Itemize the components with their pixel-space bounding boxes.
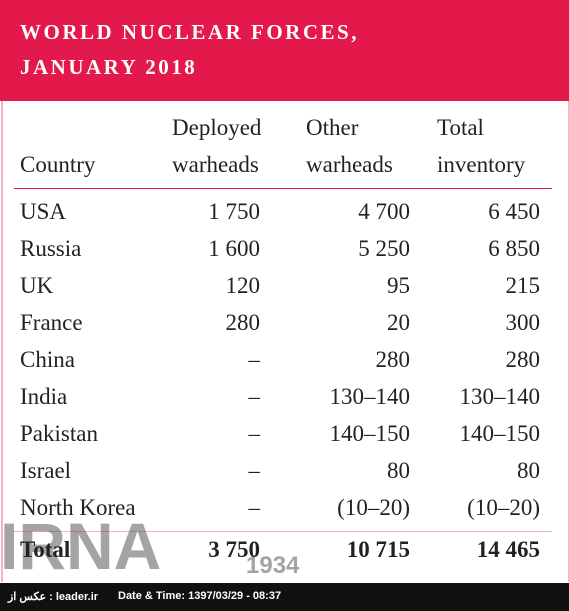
column-header: Total [437, 115, 484, 140]
cell: (10–20) [337, 495, 410, 520]
cell: 80 [387, 458, 410, 483]
cell: – [248, 347, 261, 372]
cell: – [248, 458, 261, 483]
cell: 95 [387, 273, 410, 298]
cell: 280 [505, 347, 541, 372]
cell: 80 [517, 458, 540, 483]
footer-datetime: Date & Time: 1397/03/29 - 08:37 [118, 590, 282, 602]
footer-source: عکس از : leader.ir [8, 591, 99, 603]
column-header: Other [306, 115, 359, 140]
cell: – [248, 384, 261, 409]
column-header: warheads [172, 152, 259, 177]
cell: 280 [375, 347, 411, 372]
watermark: IRNA [0, 509, 162, 583]
total-label: Total [20, 537, 71, 562]
cell: – [248, 495, 261, 520]
title: JANUARY 2018 [20, 55, 198, 79]
cell: 140–150 [459, 421, 541, 446]
cell: 120 [225, 273, 261, 298]
total-cell: 3 750 [208, 537, 260, 562]
row-label: Israel [20, 458, 72, 483]
cell: 280 [225, 310, 261, 335]
cell: 1 600 [208, 236, 260, 261]
total-cell: 14 465 [476, 537, 540, 562]
cell: 130–140 [329, 384, 411, 409]
cell: 300 [505, 310, 541, 335]
column-header: inventory [437, 152, 526, 177]
cell: (10–20) [467, 495, 540, 520]
row-label: North Korea [20, 495, 136, 520]
row-label: Russia [20, 236, 82, 261]
cell: 130–140 [459, 384, 541, 409]
row-label: India [20, 384, 68, 409]
cell: 6 850 [488, 236, 540, 261]
watermark-year: 1934 [246, 552, 300, 579]
title: WORLD NUCLEAR FORCES, [20, 20, 359, 44]
column-header: Country [20, 152, 96, 177]
column-header: warheads [306, 152, 393, 177]
footer: عکس از : leader.ir Date & Time: 1397/03/… [0, 583, 569, 611]
cell: – [248, 421, 261, 446]
row-label: France [20, 310, 83, 335]
row-label: UK [20, 273, 54, 298]
total-cell: 10 715 [346, 537, 410, 562]
cell: 4 700 [358, 199, 410, 224]
cell: 20 [387, 310, 410, 335]
cell: 5 250 [358, 236, 410, 261]
cell: 215 [505, 273, 541, 298]
cell: 1 750 [208, 199, 260, 224]
column-header: Deployed [172, 115, 262, 140]
cell: 6 450 [488, 199, 540, 224]
row-label: Pakistan [20, 421, 98, 446]
cell: 140–150 [329, 421, 411, 446]
header-band: WORLD NUCLEAR FORCES, JANUARY 2018 [0, 0, 569, 101]
row-label: China [20, 347, 75, 372]
header-rule [14, 188, 552, 189]
total-rule [14, 531, 552, 532]
row-label: USA [20, 199, 67, 224]
